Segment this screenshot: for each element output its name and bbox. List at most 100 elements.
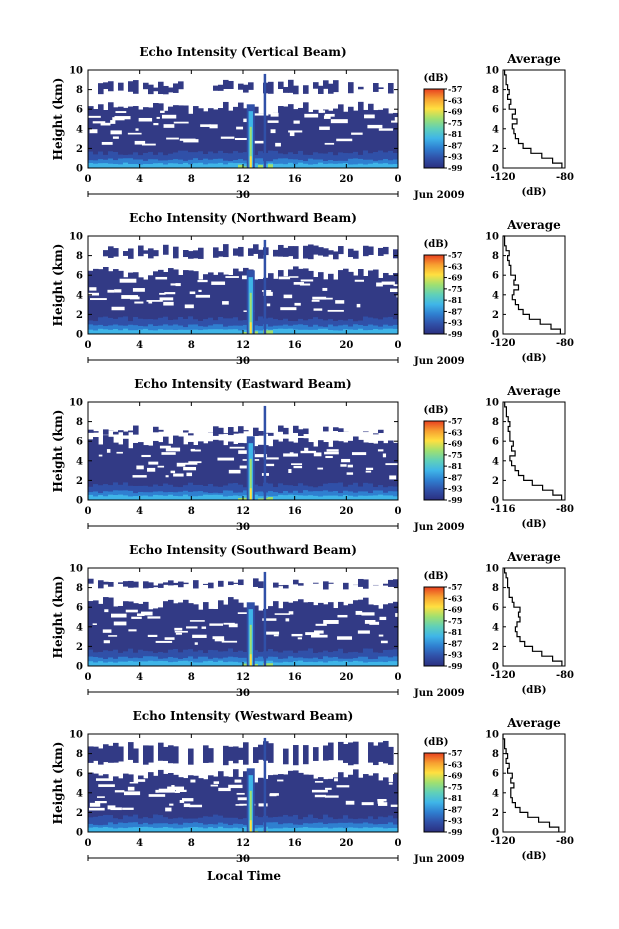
colorbar [423,420,445,501]
x-tick-label: 20 [339,174,353,185]
avg-y-tick-label: 4 [492,622,499,633]
colorbar-tick-label: -63 [448,95,463,105]
y-tick-label: 8 [76,85,83,96]
panel-1: Echo Intensity (Vertical Beam) 0 2 4 6 8 10 Hei… [51,45,574,201]
colorbar-tick-label: -75 [448,616,462,626]
y-tick-label: 6 [76,271,83,282]
date-marker: 30 [236,356,250,367]
x-axis-label: Local Time [207,869,281,883]
colorbar-tick-label: -87 [448,306,462,316]
avg-x-tick-label: -80 [556,670,574,681]
avg-y-tick-label: 0 [492,164,499,175]
colorbar-tick-label: -57 [448,582,462,592]
colorbar-tick-label: -75 [448,118,462,128]
average-profile-line [503,235,561,334]
y-axis-label: Height (km) [51,244,65,327]
y-tick-label: 6 [76,437,83,448]
avg-x-tick-label: -120 [490,670,515,681]
y-tick-label: 6 [76,105,83,116]
panel-title: Echo Intensity (Southward Beam) [129,543,357,557]
avg-x-axis-label: (dB) [522,851,547,862]
x-tick-label: 8 [188,838,195,849]
avg-y-tick-label: 10 [485,398,499,409]
average-title: Average [506,384,561,398]
average-frame [502,567,566,667]
avg-y-tick-label: 4 [492,788,499,799]
y-tick-label: 0 [76,496,83,507]
colorbar-tick-label: -81 [448,295,462,305]
colorbar-tick-label: -87 [448,140,462,150]
panel-3: Echo Intensity (Eastward Beam) 0 2 4 6 8 10 Hei… [51,377,574,533]
avg-y-tick-label: 2 [492,144,499,155]
y-tick-label: 6 [76,603,83,614]
panel-title: Echo Intensity (Northward Beam) [129,211,357,225]
avg-y-tick-label: 6 [492,603,499,614]
x-tick-label: 4 [136,340,143,351]
panel-title: Echo Intensity (Vertical Beam) [139,45,346,59]
colorbar-tick-label: -75 [448,782,462,792]
date-marker: 30 [236,854,250,865]
colorbar-tick-label: -87 [448,638,462,648]
x-tick-label: 0 [85,672,92,683]
avg-y-tick-label: 10 [485,232,499,243]
avg-y-tick-label: 10 [485,564,499,575]
y-tick-label: 8 [76,417,83,428]
avg-y-tick-label: 8 [492,583,499,594]
colorbar-tick-label: -57 [448,416,462,426]
x-tick-label: 16 [288,340,302,351]
date-marker: 30 [236,190,250,201]
avg-y-tick-label: 4 [492,124,499,135]
avg-y-tick-label: 4 [492,290,499,301]
colorbar [423,88,445,169]
colorbar-tick-label: -81 [448,793,462,803]
colorbar-unit: (dB) [424,405,449,416]
avg-y-tick-label: 6 [492,105,499,116]
x-tick-label: 8 [188,506,195,517]
average-profile-line [504,568,563,666]
x-tick-label: 8 [188,340,195,351]
avg-y-tick-label: 8 [492,251,499,262]
avg-y-tick-label: 4 [492,456,499,467]
x-tick-label: 4 [136,672,143,683]
x-tick-label: 12 [236,672,250,683]
avg-x-tick-label: -80 [556,504,574,515]
colorbar-tick-label: -93 [448,484,463,494]
avg-y-tick-label: 10 [485,730,499,741]
avg-y-tick-label: 2 [492,310,499,321]
colorbar-tick-label: -63 [448,759,463,769]
avg-x-tick-label: -116 [490,504,515,515]
colorbar [423,254,445,335]
average-title: Average [506,218,561,232]
panel-title: Echo Intensity (Eastward Beam) [134,377,351,391]
x-tick-label: 8 [188,174,195,185]
y-tick-label: 2 [76,144,83,155]
colorbar-tick-label: -57 [448,748,462,758]
colorbar-tick-label: -69 [448,107,463,117]
month-label: Jun 2009 [413,356,465,367]
y-tick-label: 8 [76,749,83,760]
x-tick-label: 20 [339,672,353,683]
month-label: Jun 2009 [413,854,465,865]
colorbar-unit: (dB) [424,737,449,748]
colorbar-tick-label: -69 [448,605,463,615]
colorbar [423,752,445,833]
avg-x-axis-label: (dB) [522,519,547,530]
x-tick-label: 4 [136,174,143,185]
y-tick-label: 4 [76,290,83,301]
y-tick-label: 10 [69,232,83,243]
avg-y-tick-label: 2 [492,808,499,819]
x-tick-label: 0 [395,838,402,849]
month-label: Jun 2009 [413,190,465,201]
y-tick-label: 10 [69,730,83,741]
panel-2: Echo Intensity (Northward Beam) 0 2 4 6 8 10 He… [51,211,574,367]
colorbar-unit: (dB) [424,239,449,250]
avg-y-tick-label: 6 [492,769,499,780]
y-tick-label: 0 [76,828,83,839]
avg-y-tick-label: 8 [492,749,499,760]
colorbar-tick-label: -87 [448,804,462,814]
x-tick-label: 20 [339,838,353,849]
colorbar-tick-label: -75 [448,284,462,294]
colorbar [423,586,445,667]
avg-y-tick-label: 0 [492,496,499,507]
x-tick-label: 0 [85,340,92,351]
